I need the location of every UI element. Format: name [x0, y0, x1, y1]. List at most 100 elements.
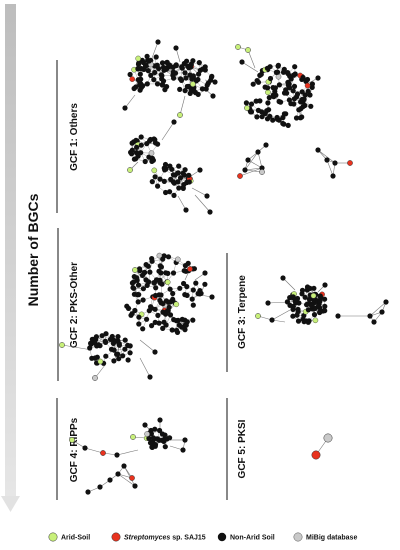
gcf1-cluster-b [235, 44, 321, 128]
legend-item-nonarid: Non-Arid Soil [217, 532, 275, 542]
network-node [322, 308, 328, 314]
gcf1-cluster-b-nodes [235, 44, 321, 128]
network-node [270, 92, 276, 98]
network-node [190, 317, 196, 323]
network-node [147, 374, 153, 380]
network-node [165, 254, 172, 260]
network-node [159, 60, 166, 66]
network-node [97, 358, 104, 365]
network-node [317, 293, 323, 299]
network-node [131, 85, 137, 92]
network-node [154, 81, 161, 87]
network-node [149, 323, 155, 329]
legend-swatch-arid [48, 532, 58, 542]
network-node [140, 297, 146, 303]
network-node [130, 434, 136, 440]
network-node [120, 353, 126, 359]
gcf1-cluster-a-nodes [122, 39, 218, 118]
edge [271, 309, 291, 321]
network-node [300, 74, 306, 81]
network-node [257, 98, 263, 104]
network-node [113, 338, 119, 344]
legend-label-nonarid: Non-Arid Soil [230, 535, 275, 542]
edge [191, 187, 208, 197]
edge [247, 159, 263, 169]
gcf1-motif-b [315, 147, 353, 179]
network-node [317, 298, 323, 304]
legend-label-mibig: MiBig database [306, 535, 357, 542]
network-node [275, 62, 281, 68]
network-node [290, 88, 296, 94]
network-node [136, 321, 142, 327]
panel-labels: GCF 1: Others GCF 2: PKS-Other GCF 3: Te… [56, 60, 248, 500]
network-node [297, 115, 304, 121]
network-node [291, 83, 298, 89]
network-node [127, 350, 133, 356]
gcf4-motif-nodes [85, 463, 138, 495]
panel-label-gcf3: GCF 3: Terpene [237, 275, 248, 349]
gcf4-motif [85, 463, 138, 495]
network-node [274, 116, 281, 122]
edge [139, 339, 156, 353]
legend: Arid-Soil Streptomyces sp. SAJ15 Non-Ari… [48, 532, 357, 542]
edge [244, 151, 259, 171]
network-node [322, 303, 328, 309]
network-node [294, 91, 301, 97]
network-node [97, 484, 103, 490]
network-node [164, 279, 171, 286]
gcf4-cluster [130, 417, 188, 453]
network-node [255, 149, 261, 155]
network-node [202, 281, 208, 287]
edge [257, 151, 263, 169]
network-node [162, 444, 168, 450]
network-node [294, 312, 300, 318]
network-node [122, 337, 128, 343]
network-node [298, 106, 304, 112]
network-node [140, 83, 146, 89]
network-node [296, 300, 302, 306]
network-node [292, 298, 298, 304]
network-node [144, 431, 150, 437]
network-node [250, 81, 256, 87]
gcf1-motif-b-nodes [315, 147, 353, 179]
network-node [177, 175, 184, 181]
network-node [140, 326, 146, 332]
network-node [151, 77, 157, 83]
network-node [133, 156, 139, 162]
panel-label-gcf5: GCF 5: PKSI [237, 419, 248, 478]
network-node [265, 89, 271, 96]
network-node [248, 101, 255, 107]
network-node [92, 340, 98, 346]
network-node [193, 78, 199, 84]
network-node [165, 270, 171, 276]
network-node [157, 427, 163, 434]
network-node [323, 433, 333, 443]
network-node [161, 67, 167, 73]
network-node [305, 319, 311, 325]
legend-swatch-nonarid [217, 532, 227, 542]
edge [116, 449, 139, 456]
edge [124, 94, 136, 109]
network-node [383, 299, 389, 305]
network-node [245, 47, 251, 53]
network-node [152, 174, 158, 180]
network-node [186, 179, 192, 185]
gcf1-cluster-c [127, 119, 213, 215]
gcf4-chain [69, 437, 139, 458]
network-node [138, 134, 144, 140]
network-node [304, 302, 310, 308]
network-node [272, 85, 278, 91]
network-node [193, 280, 199, 286]
gcf4-cluster-nodes [130, 417, 188, 453]
network-node [140, 286, 146, 292]
network-node [257, 72, 263, 78]
network-node [210, 93, 216, 99]
network-node [183, 207, 189, 213]
network-node [304, 82, 311, 89]
bgc-count-arrow [1, 4, 20, 512]
network-node [182, 437, 188, 443]
panel-label-gcf4: GCF 4: RiPPs [69, 417, 80, 482]
network-node [177, 86, 183, 92]
network-node [152, 426, 158, 432]
network-node [265, 300, 271, 306]
